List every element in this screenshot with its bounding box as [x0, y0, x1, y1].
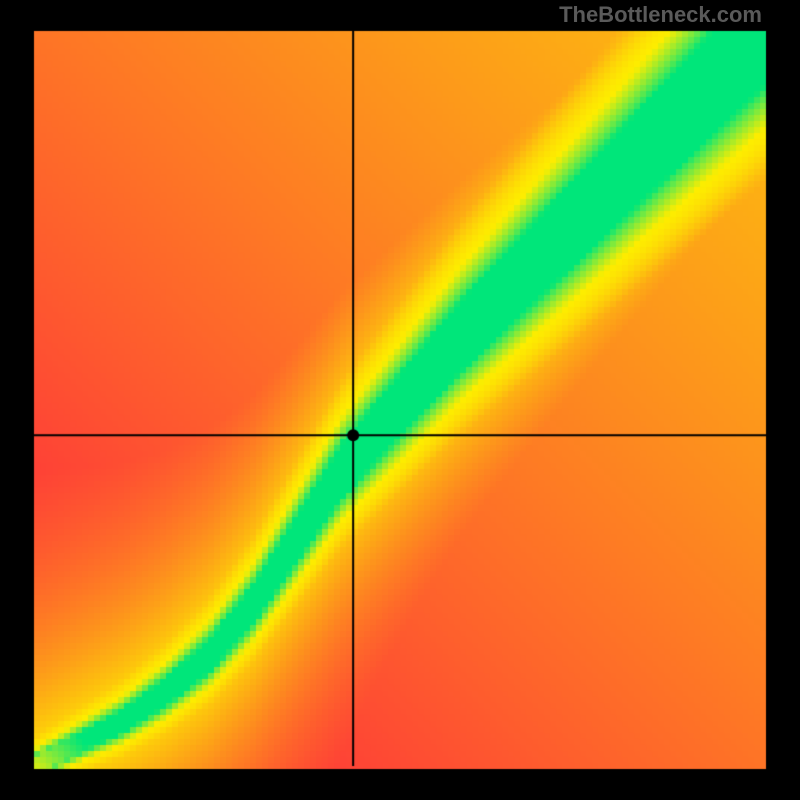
heatmap-canvas [0, 0, 800, 800]
chart-container: { "watermark": { "text": "TheBottleneck.… [0, 0, 800, 800]
watermark-text: TheBottleneck.com [559, 2, 762, 28]
